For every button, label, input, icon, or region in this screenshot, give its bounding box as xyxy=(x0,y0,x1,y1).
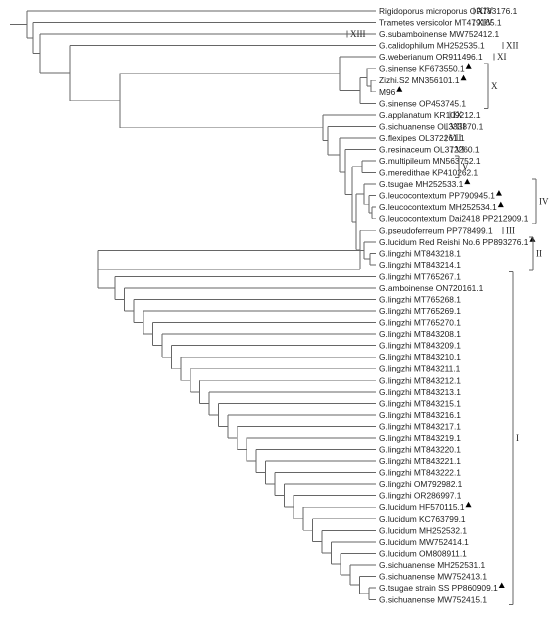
taxon-label: G.lingzhi MT843215.1 xyxy=(379,398,461,408)
clade-label: III xyxy=(506,225,515,235)
clade-label: II xyxy=(536,248,542,258)
taxon-label: G.lingzhi MT843208.1 xyxy=(379,329,461,339)
taxon-label: G.lingzhi MT843222.1 xyxy=(379,468,461,478)
taxon-label: G.lingzhi MT765270.1 xyxy=(379,318,461,328)
clade-label: XIV xyxy=(477,18,493,28)
taxon-label: G.lingzhi MT765268.1 xyxy=(379,295,461,305)
taxon-label: G.pseudoferreum PP778499.1 xyxy=(379,225,493,235)
taxon-label: G.lucidum OM808911.1 xyxy=(379,548,467,558)
clade-label: XIII xyxy=(350,29,366,39)
taxon-label: G.leucocontextum MH252534.1 xyxy=(379,202,497,212)
triangle-marker-icon xyxy=(495,190,502,196)
taxon-label: G.multipileum MN563752.1 xyxy=(379,156,481,166)
taxon-label: G.sichuanense MW752415.1 xyxy=(379,595,487,605)
taxon-label: G.sinense KF673550.1 xyxy=(379,64,465,74)
triangle-marker-icon xyxy=(464,178,471,185)
taxon-label: G.lingzhi MT843212.1 xyxy=(379,375,461,385)
taxon-label: G.amboinense ON720161.1 xyxy=(379,283,484,293)
taxon-label: G.lingzhi MT843211.1 xyxy=(379,364,461,374)
taxon-label: Rigidoporus microporus OR783176.1 xyxy=(379,6,518,16)
clade-label: XIV xyxy=(477,6,493,16)
taxon-label: G.tsugae strain SS PP860909.1 xyxy=(379,583,498,593)
taxon-label: G.lingzhi OR286997.1 xyxy=(379,491,462,501)
taxon-label: G.flexipes OL372261.1 xyxy=(379,133,465,143)
tree-branches xyxy=(10,10,376,600)
clade-label: XI xyxy=(497,52,507,62)
triangle-marker-icon xyxy=(465,63,472,69)
taxon-labels: Rigidoporus microporus OR783176.1 Tramete… xyxy=(379,6,536,605)
clade-label: VI xyxy=(455,144,465,154)
taxon-label: G.lingzhi MT843216.1 xyxy=(379,410,461,420)
clade-label: XII xyxy=(506,41,519,51)
taxon-label: G.lingzhi MT843214.1 xyxy=(379,260,461,270)
triangle-marker-icon xyxy=(465,501,472,508)
taxon-label: Trametes versicolor MT479165.1 xyxy=(379,18,502,28)
triangle-marker-icon xyxy=(529,236,536,242)
taxon-label: G.lingzhi MT843219.1 xyxy=(379,433,461,443)
taxon-label: G.lingzhi MT765267.1 xyxy=(379,271,461,281)
taxon-label: G.calidophilum MH252535.1 xyxy=(379,41,485,51)
taxon-label: G.tsugae MH252533.1 xyxy=(379,179,464,189)
taxon-label: G.lingzhi MT843213.1 xyxy=(379,387,461,397)
taxon-label: G.weberianum OR911496.1 xyxy=(379,52,483,62)
clade-label: IX xyxy=(453,110,463,120)
taxon-label: G.resinaceum OL372260.1 xyxy=(379,144,480,154)
triangle-marker-icon xyxy=(498,582,505,588)
taxon-label: G.sichuanense MW752413.1 xyxy=(379,571,487,581)
taxon-label: G.lingzhi MT843209.1 xyxy=(379,341,461,351)
taxon-label: G.lingzhi MT843210.1 xyxy=(379,352,461,362)
taxon-label: M96 xyxy=(379,87,396,97)
taxon-label: G.lingzhi MT843217.1 xyxy=(379,421,461,431)
taxon-label: Zizhi.S2 MN356101.1 xyxy=(379,75,460,85)
clade-label: I xyxy=(516,433,519,443)
taxon-label: G.lucidum MH252532.1 xyxy=(379,525,467,535)
clade-label: IV xyxy=(539,196,549,206)
taxon-label: G.meredithae KP410262.1 xyxy=(379,168,479,178)
taxon-label: G.leucocontextum PP790945.1 xyxy=(379,191,495,201)
taxon-label: G.lucidum MW752414.1 xyxy=(379,537,469,547)
clade-label: X xyxy=(491,81,498,91)
taxon-label: G.sinense OP453745.1 xyxy=(379,98,466,108)
taxon-label: G.applanatum KR109212.1 xyxy=(379,110,481,120)
taxon-label: G.sichuanense OL333870.1 xyxy=(379,121,484,131)
clade-label: V xyxy=(462,162,469,172)
taxon-label: G.leucocontextum Dai2418 PP212909.1 xyxy=(379,214,529,224)
taxon-label: G.lingzhi MT843218.1 xyxy=(379,248,461,258)
taxon-label: G.lucidum KC763799.1 xyxy=(379,514,466,524)
triangle-marker-icon xyxy=(396,86,403,92)
clade-label: VII xyxy=(449,133,462,143)
triangle-marker-icon xyxy=(460,74,467,81)
taxon-label: G.lingzhi OM792982.1 xyxy=(379,479,463,489)
taxon-label: G.lingzhi MT843220.1 xyxy=(379,445,461,455)
taxon-label: G.lucidum Red Reishi No.6 PP893276.1 xyxy=(379,237,529,247)
taxon-label: G.sichuanense MH252531.1 xyxy=(379,560,485,570)
triangle-marker-icon xyxy=(497,201,504,208)
taxon-label: G.subamboinense MW752412.1 xyxy=(379,29,499,39)
taxon-label: G.lingzhi MT765269.1 xyxy=(379,306,461,316)
clade-label: VIII xyxy=(450,121,466,131)
taxon-label: G.lucidum HF570115.1 xyxy=(379,502,465,512)
taxon-label: G.lingzhi MT843221.1 xyxy=(379,456,461,466)
